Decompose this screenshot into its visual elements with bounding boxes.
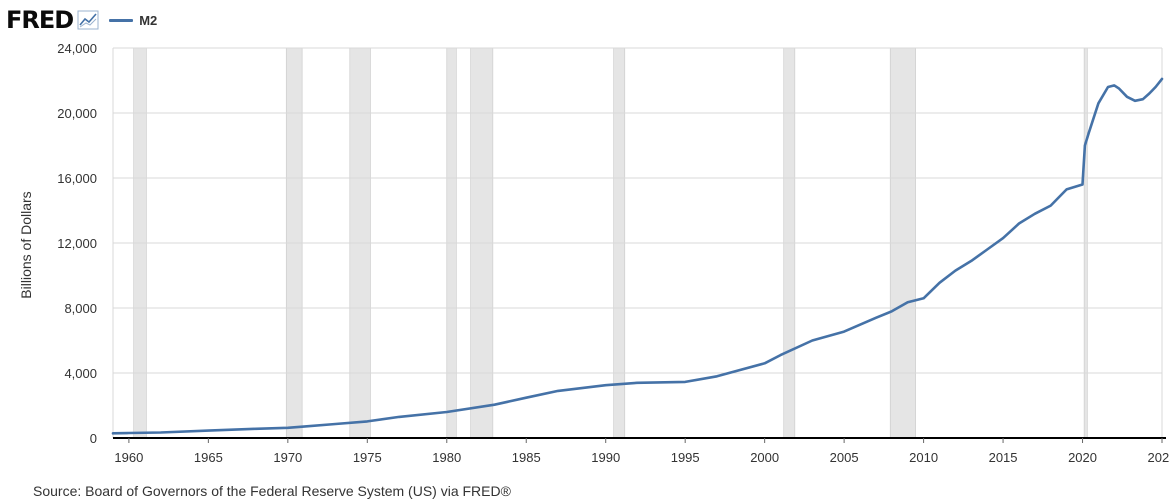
x-tick-label: 1980 <box>432 450 461 465</box>
x-tick-label: 1995 <box>671 450 700 465</box>
x-tick-label: 2015 <box>989 450 1018 465</box>
x-tick-label: 2005 <box>830 450 859 465</box>
series-line-m2[interactable] <box>111 77 1164 435</box>
x-tick-label: 2020 <box>1068 450 1097 465</box>
y-axis-tick-labels: 0 4,000 8,000 12,000 16,000 20,000 24,000 <box>57 41 97 446</box>
x-tick-label: 1965 <box>194 450 223 465</box>
x-axis-tick-labels: 1960 1965 1970 1975 1980 1985 1990 1995 2000 2005… <box>114 450 1170 465</box>
x-tick-label: 1960 <box>114 450 143 465</box>
legend[interactable]: M2 <box>109 13 157 28</box>
legend-label-m2: M2 <box>139 12 158 28</box>
y-tick-label: 20,000 <box>57 106 97 121</box>
y-tick-label: 24,000 <box>57 41 97 56</box>
y-tick-label: 4,000 <box>64 366 97 381</box>
chart-header: FRED M2 <box>6 6 157 34</box>
y-tick-label: 12,000 <box>57 236 97 251</box>
source-note[interactable]: Source: Board of Governors of the Federa… <box>33 483 511 499</box>
x-tick-label: 1970 <box>273 450 302 465</box>
y-tick-label: 16,000 <box>57 171 97 186</box>
y-axis-title: Billions of Dollars <box>18 191 34 298</box>
chart-line-icon <box>77 10 99 30</box>
x-tick-label: 1975 <box>353 450 382 465</box>
axes <box>113 437 1166 443</box>
y-tick-label: 8,000 <box>64 301 97 316</box>
x-tick-label: 2010 <box>909 450 938 465</box>
fred-logo[interactable]: FRED <box>6 6 74 34</box>
legend-swatch-m2 <box>109 18 134 22</box>
x-tick-label: 2025 <box>1148 450 1170 465</box>
series-layer[interactable] <box>111 77 1164 435</box>
line-chart[interactable]: 0 4,000 8,000 12,000 16,000 20,000 24,000 1960… <box>0 0 1170 478</box>
grid-lines <box>112 47 1163 438</box>
x-tick-label: 1990 <box>591 450 620 465</box>
y-tick-label: 0 <box>90 431 97 446</box>
x-tick-label: 2000 <box>750 450 779 465</box>
x-tick-label: 1985 <box>512 450 541 465</box>
